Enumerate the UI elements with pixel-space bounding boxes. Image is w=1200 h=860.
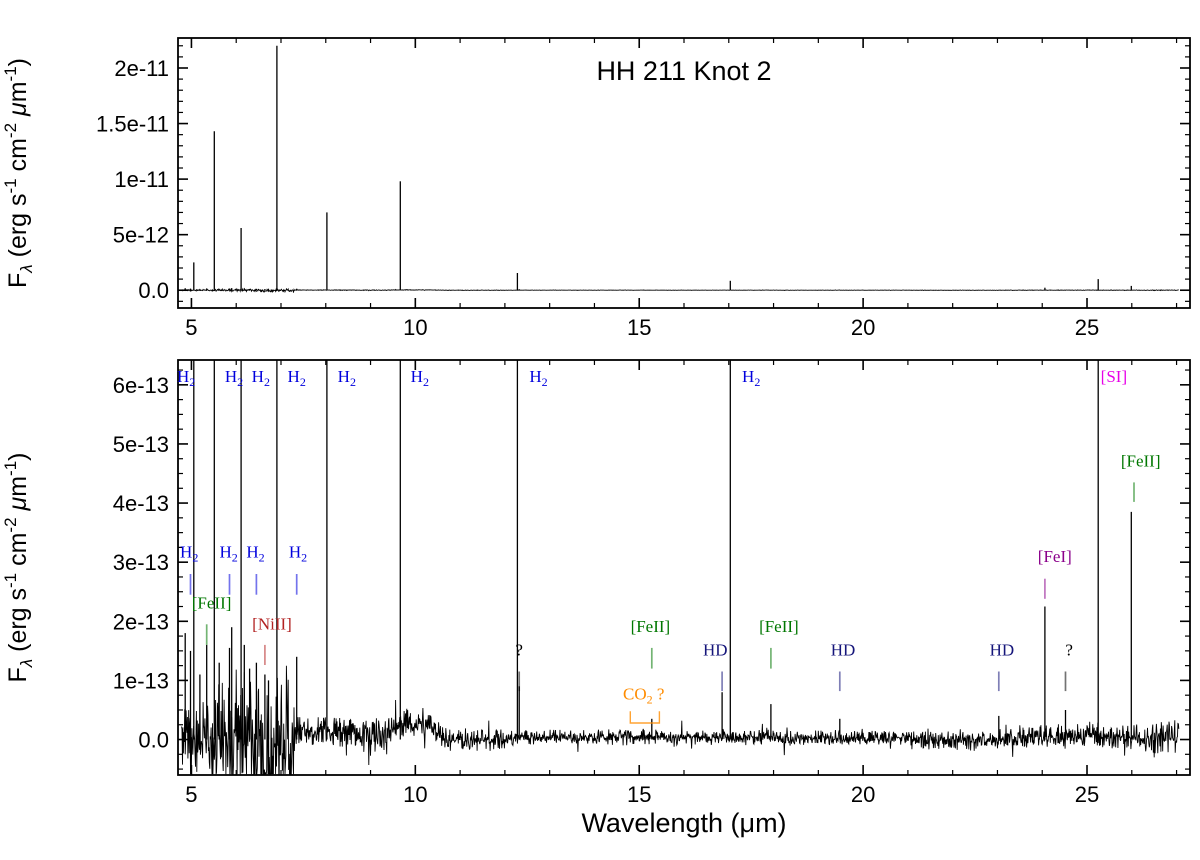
- y-tick-label: 0.0: [138, 728, 169, 753]
- annotation-bracket: [629, 711, 661, 724]
- annotation-label: [FeI]: [1038, 547, 1072, 566]
- annotation-label: [FeII]: [192, 593, 232, 612]
- annotation-label: HD: [703, 641, 728, 660]
- annotation-label: H2: [219, 543, 237, 565]
- annotation-label: ?: [1065, 641, 1073, 660]
- annotation-label: H2: [411, 367, 429, 389]
- y-axis-label: Fλ (erg s-1 cm-2 μm-1): [1, 453, 36, 683]
- annotation-label: H2: [252, 367, 270, 389]
- y-tick-label: 1e-11: [114, 167, 169, 192]
- x-tick-label: 15: [627, 782, 651, 807]
- spectrum-trace: [181, 287, 1179, 294]
- x-tick-label: 10: [403, 315, 427, 340]
- annotation-label: [SI]: [1101, 367, 1127, 386]
- x-tick-label: 25: [1075, 315, 1099, 340]
- x-tick-label: 5: [185, 315, 197, 340]
- x-tick-label: 5: [185, 782, 197, 807]
- panel-frame: [177, 359, 1191, 776]
- annotation-label: [FeII]: [631, 617, 671, 636]
- annotation-label: [NiII]: [252, 615, 292, 634]
- annotation-label: H2: [742, 367, 760, 389]
- annotation-label: H2: [246, 543, 264, 565]
- chart-title: HH 211 Knot 2: [596, 56, 772, 86]
- y-tick-label: 5e-13: [113, 432, 169, 457]
- y-tick-label: 2e-11: [114, 56, 169, 81]
- x-tick-label: 20: [851, 315, 875, 340]
- annotation-label: H2: [225, 367, 243, 389]
- x-tick-label: 20: [851, 782, 875, 807]
- y-tick-label: 2e-13: [113, 609, 169, 634]
- panel-frame: [177, 37, 1191, 309]
- annotation-label: HD: [831, 641, 856, 660]
- y-tick-label: 0.0: [138, 278, 169, 303]
- annotation-label: H2: [289, 543, 307, 565]
- x-axis-label: Wavelength (μm): [581, 808, 787, 838]
- annotation-label: ?: [515, 641, 523, 660]
- annotation-label: H2: [288, 367, 306, 389]
- annotation-label: [FeII]: [759, 617, 799, 636]
- y-tick-label: 1e-13: [113, 668, 169, 693]
- annotation-label: H2: [180, 543, 198, 565]
- y-tick-label: 3e-13: [113, 550, 169, 575]
- annotation-label: H2: [338, 367, 356, 389]
- y-tick-label: 4e-13: [113, 491, 169, 516]
- annotation-label: CO2 ?: [623, 684, 664, 706]
- y-tick-label: 5e-12: [113, 223, 169, 248]
- y-tick-label: 1.5e-11: [96, 112, 169, 137]
- annotation-label: H2: [529, 367, 547, 389]
- spectrum-trace: [181, 665, 1180, 775]
- y-tick-label: 6e-13: [113, 373, 169, 398]
- x-tick-label: 25: [1075, 782, 1099, 807]
- x-tick-label: 15: [627, 315, 651, 340]
- x-tick-label: 10: [403, 782, 427, 807]
- annotation-label: [FeII]: [1121, 451, 1161, 470]
- annotation-label: H2: [177, 367, 195, 389]
- annotation-label: HD: [990, 641, 1015, 660]
- y-axis-label: Fλ (erg s-1 cm-2 μm-1): [1, 58, 36, 288]
